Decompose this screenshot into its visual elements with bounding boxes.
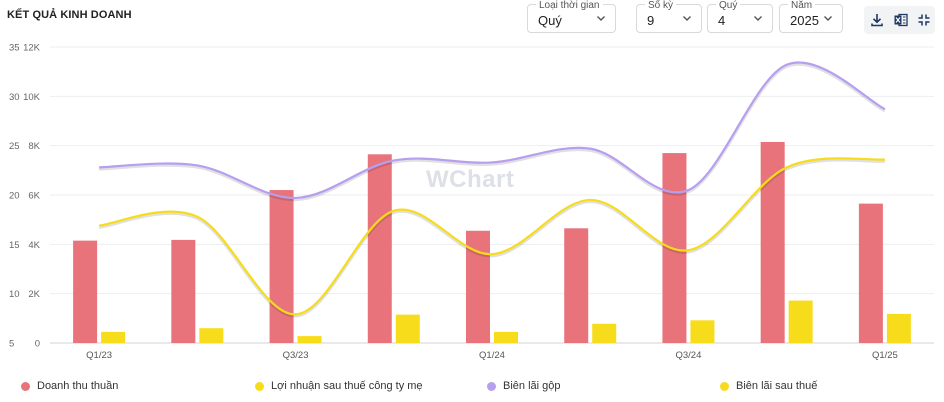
- quarter-label: Quý: [716, 0, 741, 11]
- bar-revenue: [171, 239, 196, 343]
- collapse-icon[interactable]: [916, 12, 932, 28]
- y-right-tick-label: 5: [9, 339, 14, 350]
- bar-profit: [199, 328, 224, 343]
- bar-profit: [592, 323, 617, 343]
- legend-item-profit[interactable]: Lợi nhuận sau thuế công ty mẹ: [255, 380, 423, 392]
- bar-revenue: [367, 154, 392, 343]
- y-left-tick-label: 6K: [28, 191, 40, 202]
- y-left-tick-label: 12K: [23, 43, 41, 54]
- excel-icon[interactable]: [893, 12, 909, 28]
- period-type-value: Quý: [538, 13, 562, 28]
- count-label: Số kỳ: [645, 0, 677, 11]
- bar-revenue: [466, 230, 490, 343]
- bar-profit: [297, 336, 322, 343]
- bar-profit: [886, 313, 911, 343]
- legend-label: Biên lãi gộp: [503, 380, 561, 392]
- year-value: 2025: [790, 13, 819, 28]
- download-icon[interactable]: [869, 12, 885, 28]
- chevron-down-icon: [824, 16, 832, 21]
- bar-profit: [494, 331, 518, 343]
- chevron-down-icon: [597, 16, 605, 21]
- bar-revenue: [858, 203, 883, 343]
- x-tick-label: Q3/24: [675, 350, 701, 361]
- year-label: Năm: [788, 0, 816, 11]
- legend-dot: [255, 381, 264, 391]
- bar-profit: [395, 314, 420, 343]
- bar-profit: [690, 320, 715, 343]
- bar-revenue: [564, 228, 589, 343]
- y-right-tick-label: 25: [9, 141, 20, 152]
- quarter-select[interactable]: Quý 4: [707, 0, 773, 33]
- y-left-tick-label: 10K: [23, 92, 41, 103]
- watermark-text: Chart: [449, 166, 515, 193]
- y-left-tick-label: 2K: [28, 289, 40, 300]
- y-right-tick-label: 35: [9, 43, 20, 54]
- watermark-w: W: [426, 166, 450, 193]
- chart-toolbar: [864, 6, 935, 34]
- legend-dot: [720, 381, 729, 391]
- count-select[interactable]: Số kỳ 9: [636, 0, 702, 33]
- bar-profit: [101, 331, 126, 343]
- y-right-tick-label: 30: [9, 92, 20, 103]
- bar-revenue: [269, 190, 294, 343]
- legend-item-revenue[interactable]: Doanh thu thuần: [21, 380, 118, 392]
- chart-title: KẾT QUẢ KINH DOANH: [7, 9, 132, 21]
- bar-profit: [788, 300, 813, 343]
- period-type-label: Loại thời gian: [536, 0, 603, 11]
- legend-item-gross-margin[interactable]: Biên lãi gộp: [487, 380, 561, 392]
- x-tick-label: Q1/23: [86, 350, 112, 361]
- y-left-tick-label: 4K: [28, 240, 40, 251]
- y-right-tick-label: 20: [9, 191, 20, 202]
- chevron-down-icon: [683, 16, 691, 21]
- legend-label: Doanh thu thuần: [37, 380, 119, 392]
- legend-label: Lợi nhuận sau thuế công ty mẹ: [271, 380, 423, 392]
- y-right-tick-label: 15: [9, 240, 20, 251]
- legend-item-net-margin[interactable]: Biên lãi sau thuế: [720, 380, 817, 392]
- line-net-margin: [98, 157, 885, 316]
- count-value: 9: [647, 13, 655, 28]
- y-left-tick-label: 0: [35, 339, 40, 350]
- line-gross-margin: [99, 61, 886, 200]
- legend-dot: [487, 381, 496, 391]
- x-tick-label: Q1/25: [872, 350, 898, 361]
- quarter-value: 4: [718, 13, 726, 28]
- period-type-select[interactable]: Loại thời gian Quý: [527, 0, 616, 33]
- x-tick-label: Q3/23: [283, 350, 309, 361]
- legend-dot: [21, 381, 30, 391]
- chevron-down-icon: [754, 16, 762, 21]
- year-select[interactable]: Năm 2025: [779, 0, 843, 33]
- wichart-watermark: WChart: [426, 166, 514, 194]
- y-right-tick-label: 10: [9, 289, 20, 300]
- bar-revenue: [73, 240, 98, 343]
- y-left-tick-label: 8K: [28, 141, 40, 152]
- legend-label: Biên lãi sau thuế: [736, 380, 818, 392]
- x-tick-label: Q1/24: [479, 350, 505, 361]
